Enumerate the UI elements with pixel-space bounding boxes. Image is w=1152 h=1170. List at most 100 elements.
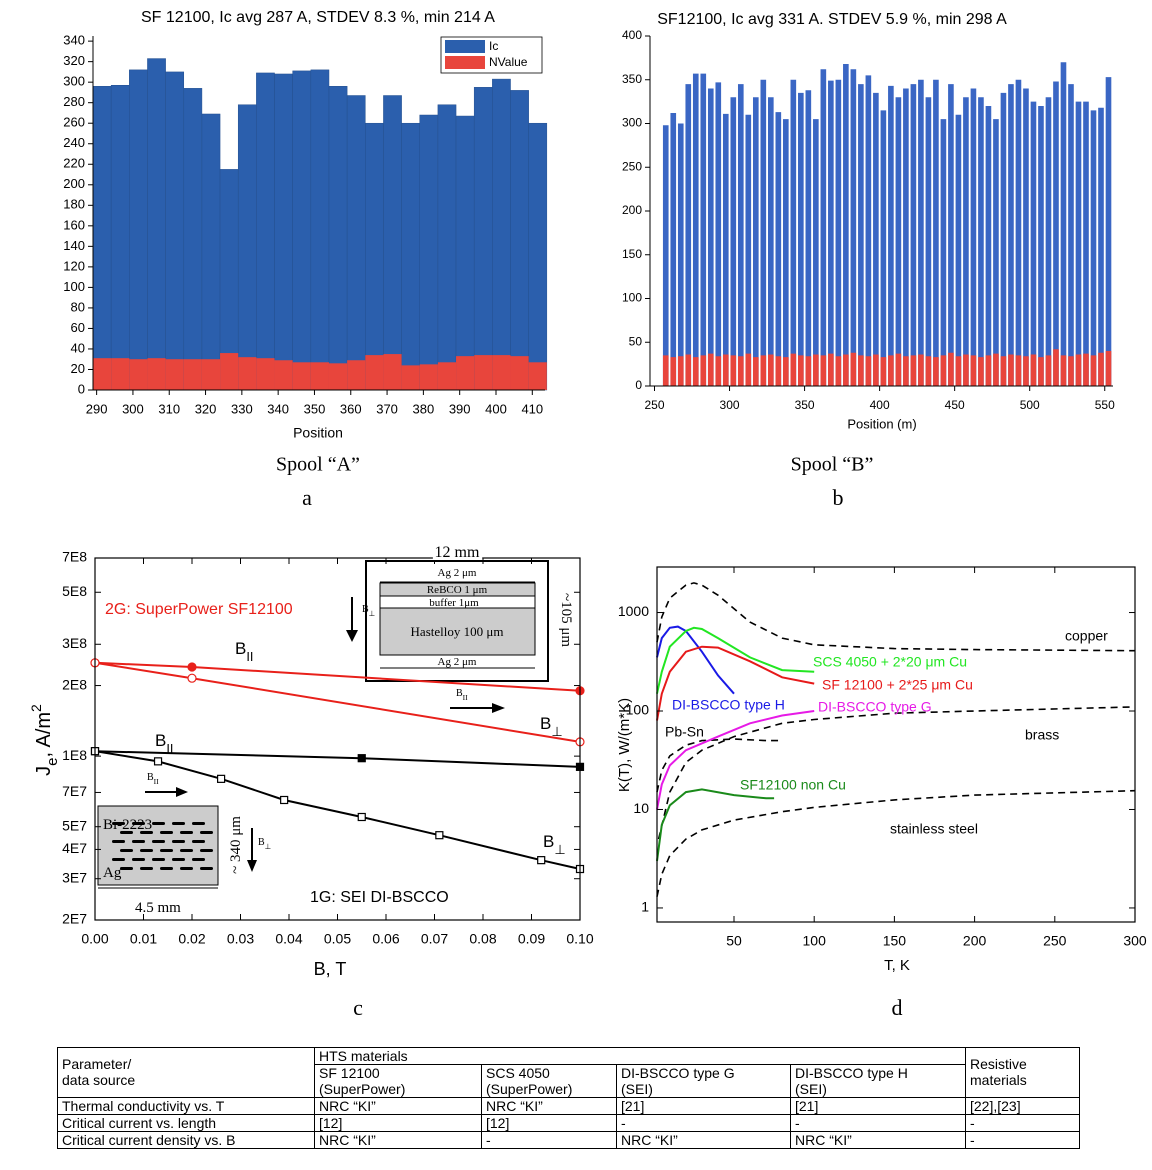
bar	[1000, 92, 1007, 386]
table-row: Critical current vs. length [12] [12] - - -	[57, 1114, 1080, 1132]
annotation: Hastelloy 100 μm	[411, 624, 504, 639]
bar	[783, 119, 789, 386]
filament	[160, 867, 173, 870]
filament	[152, 822, 165, 825]
y-tick-label: 7E7	[62, 783, 87, 799]
bar	[865, 75, 872, 386]
x-axis-label: Position	[293, 425, 343, 441]
bar	[1030, 101, 1037, 386]
series-line	[656, 738, 783, 793]
bar	[790, 353, 797, 386]
bar	[365, 355, 384, 390]
x-tick-label: 0.06	[372, 931, 399, 947]
filament	[180, 867, 193, 870]
table-cell: NRC “KI”	[314, 1131, 482, 1149]
chart-title: SF12100, Ic avg 331 A. STDEV 5.9 %, min …	[657, 11, 1007, 28]
annotation-part: B	[456, 688, 463, 699]
bar	[722, 354, 729, 386]
y-tick-label: 400	[622, 28, 642, 42]
bar	[1053, 81, 1059, 386]
bar	[948, 352, 954, 386]
arrow-head	[176, 787, 188, 797]
bar	[745, 353, 752, 386]
x-tick-label: 0.01	[130, 931, 157, 947]
source-table: Parameter/ data source HTS materials Res…	[57, 1047, 1080, 1149]
bar	[963, 354, 969, 386]
annotation: BII	[155, 731, 173, 755]
bar	[970, 355, 977, 386]
y-tick-label: 220	[63, 156, 85, 171]
annotation-part: B	[155, 731, 166, 750]
bar	[662, 355, 669, 386]
annotation-part: B	[147, 772, 154, 783]
figure: SF 12100, Ic avg 287 A, STDEV 8.3 %, min…	[28, 9, 1147, 1020]
filament	[200, 831, 213, 834]
legend-label: Ic	[489, 39, 498, 53]
table-cell: NRC “KI”	[314, 1097, 482, 1115]
x-tick-label: 450	[945, 398, 965, 412]
bar	[805, 90, 812, 386]
annotation: ~ 340 μm	[228, 816, 244, 874]
y-tick-label: 1E8	[62, 747, 87, 763]
bar	[895, 97, 902, 386]
marker	[357, 754, 366, 763]
bar	[760, 355, 767, 386]
annotation-part: B	[540, 714, 551, 733]
panel-label: d	[892, 995, 903, 1020]
bar	[925, 356, 932, 386]
bar	[925, 97, 932, 386]
annotation: 2G: SuperPower SF12100	[105, 601, 293, 618]
hastelloy-layer	[379, 607, 536, 656]
annotation: B⊥	[543, 832, 565, 856]
y-tick-label: 100	[63, 279, 85, 294]
marker	[217, 774, 226, 783]
series-line	[656, 645, 815, 721]
bar	[165, 71, 185, 391]
marker	[153, 757, 163, 766]
y-tick-label: 0	[635, 378, 642, 392]
x-tick-label: 150	[883, 933, 907, 949]
bar	[1068, 356, 1074, 386]
bar	[737, 84, 744, 386]
panel-label: a	[302, 485, 312, 510]
y-tick-label: 120	[63, 258, 85, 273]
table-cell: -	[790, 1114, 966, 1132]
annotation-part: B	[235, 639, 246, 658]
bar	[92, 86, 112, 391]
bar	[1060, 62, 1067, 386]
bar	[805, 356, 812, 386]
annotation: Ag 2 μm	[438, 656, 477, 668]
filament	[132, 840, 145, 843]
bar	[1098, 107, 1104, 386]
x-tick-label: 300	[1123, 933, 1147, 949]
y-tick-label: 300	[63, 74, 85, 89]
bar	[715, 356, 722, 386]
bar	[220, 353, 239, 390]
bar	[730, 97, 737, 386]
series-line	[94, 750, 581, 870]
table-header: Resistive materials	[965, 1047, 1080, 1098]
x-tick-label: 370	[376, 401, 398, 416]
bar	[93, 358, 112, 390]
bar	[147, 58, 166, 391]
arrow-head	[346, 630, 358, 642]
plot-frame	[656, 566, 1136, 923]
annotation-part: ~ 340 μm	[228, 816, 244, 874]
x-axis-label: B, T	[314, 959, 347, 979]
table-cell: Critical current vs. length	[57, 1114, 315, 1132]
bar	[256, 358, 275, 390]
table-cell: [21]	[790, 1097, 966, 1115]
bar	[310, 362, 329, 390]
bar	[820, 355, 827, 386]
bar	[918, 354, 924, 386]
bar	[850, 69, 857, 386]
bar	[752, 97, 759, 386]
bar	[850, 352, 857, 386]
bar	[111, 358, 130, 390]
x-tick-label: 0.07	[421, 931, 448, 947]
table-cell: NRC “KI”	[616, 1131, 791, 1149]
y-tick-label: 2E7	[62, 911, 87, 927]
bar	[692, 357, 699, 386]
x-tick-label: 330	[231, 401, 253, 416]
bar	[978, 357, 984, 386]
